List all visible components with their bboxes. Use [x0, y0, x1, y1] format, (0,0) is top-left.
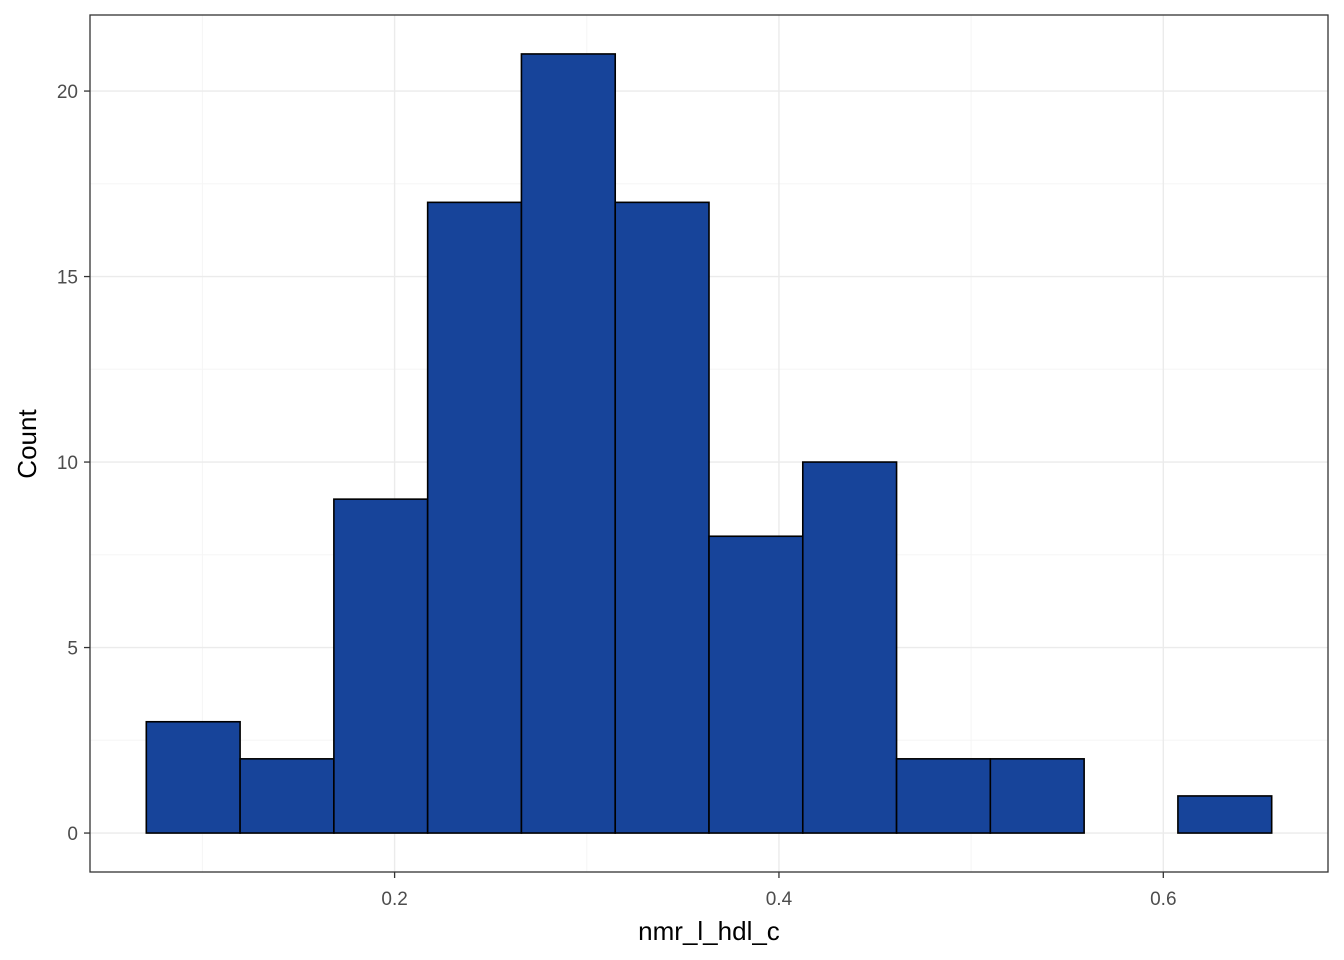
- histogram-bar: [801, 461, 898, 834]
- histogram-bar: [708, 535, 804, 834]
- histogram-bar: [989, 758, 1085, 834]
- y-tick-label: 10: [57, 453, 78, 474]
- y-tick-label: 5: [67, 639, 78, 660]
- panel-border: [89, 14, 1329, 873]
- histogram-bar: [520, 53, 617, 834]
- histogram-bar: [239, 758, 335, 834]
- histogram-bar: [333, 498, 429, 834]
- x-tick-label: 0.6: [1150, 889, 1176, 910]
- x-axis: 0.2 0.4 0.6: [381, 872, 1177, 910]
- histogram-bar: [426, 201, 523, 834]
- x-tick-label: 0.2: [381, 889, 407, 910]
- histogram-bars: [145, 53, 1273, 834]
- x-tick-label: 0.4: [766, 889, 793, 910]
- histogram-bar: [614, 201, 710, 834]
- y-tick-label: 20: [57, 82, 78, 103]
- x-axis-title: nmr_l_hdl_c: [638, 916, 780, 946]
- y-axis-title: Count: [12, 409, 42, 479]
- histogram-bar: [895, 758, 992, 834]
- y-axis: 0 5 10 15 20: [57, 82, 90, 845]
- histogram-bar: [1177, 795, 1273, 834]
- y-tick-label: 0: [67, 824, 78, 845]
- y-tick-label: 15: [57, 268, 78, 289]
- histogram-bar: [145, 720, 241, 834]
